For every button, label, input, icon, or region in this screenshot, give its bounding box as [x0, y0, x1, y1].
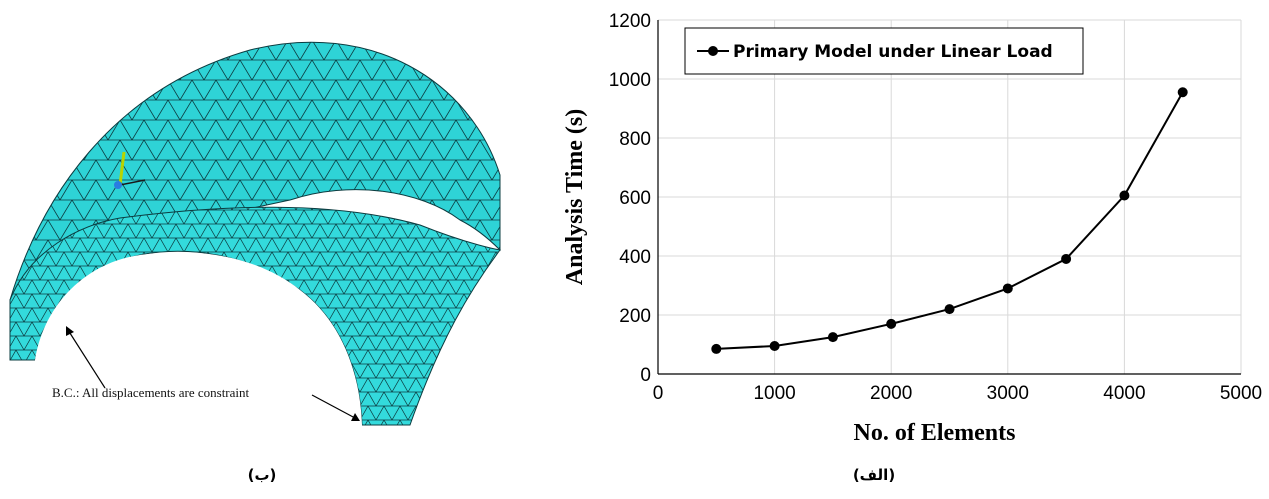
data-point: [711, 343, 722, 354]
analysis-time-chart: 0 200 400 600 800 1000 1200 0 1000 2000 3000 4000 50…: [562, 11, 1262, 446]
y-tick-label: 0: [640, 365, 651, 386]
y-tick-label: 1200: [609, 11, 651, 32]
chart-legend: Primary Model under Linear Load: [684, 27, 1084, 75]
boundary-condition-arrows: [66, 326, 360, 421]
data-point: [827, 332, 838, 343]
legend-series-label: Primary Model under Linear Load: [733, 42, 1053, 62]
x-axis-title: No. of Elements: [854, 420, 1016, 446]
x-tick-label: 0: [653, 383, 664, 404]
data-point: [1061, 253, 1072, 264]
chart-panel: 0 200 400 600 800 1000 1200 0 1000 2000 3000 4000 50…: [530, 0, 1269, 494]
x-tick-label: 3000: [987, 383, 1029, 404]
data-point: [1119, 190, 1130, 201]
y-tick-label: 400: [619, 247, 651, 268]
data-point: [944, 304, 955, 315]
right-figure-caption: (الف): [852, 466, 896, 484]
boundary-condition-label: B.C.: All displacements are constraint: [52, 385, 250, 400]
data-point: [886, 318, 897, 329]
chart-tick-labels: 0 200 400 600 800 1000 1200 0 1000 2000 3000 4000 50…: [609, 11, 1262, 404]
x-tick-label: 5000: [1220, 383, 1262, 404]
y-tick-label: 200: [619, 306, 651, 327]
chart-axes: [657, 20, 1241, 375]
x-tick-label: 1000: [753, 383, 795, 404]
shell-inner-cavity: [35, 252, 362, 440]
y-axis-title: Analysis Time (s): [562, 109, 588, 285]
data-point: [1177, 87, 1188, 98]
mesh-figure: B.C.: All displacements are constraint: [0, 0, 520, 440]
data-point: [1002, 283, 1013, 294]
y-tick-label: 800: [619, 129, 651, 150]
data-point: [769, 340, 780, 351]
left-figure-caption: (ب): [247, 466, 277, 484]
half-cylinder-mesh-image: B.C.: All displacements are constraint: [9, 41, 501, 440]
coordinate-triad-icon: [114, 151, 146, 189]
x-tick-label: 4000: [1103, 383, 1145, 404]
x-tick-label: 2000: [870, 383, 912, 404]
y-tick-label: 1000: [609, 70, 651, 91]
chart-series: [711, 87, 1188, 354]
legend-point-marker: [708, 46, 718, 56]
y-tick-label: 600: [619, 188, 651, 209]
